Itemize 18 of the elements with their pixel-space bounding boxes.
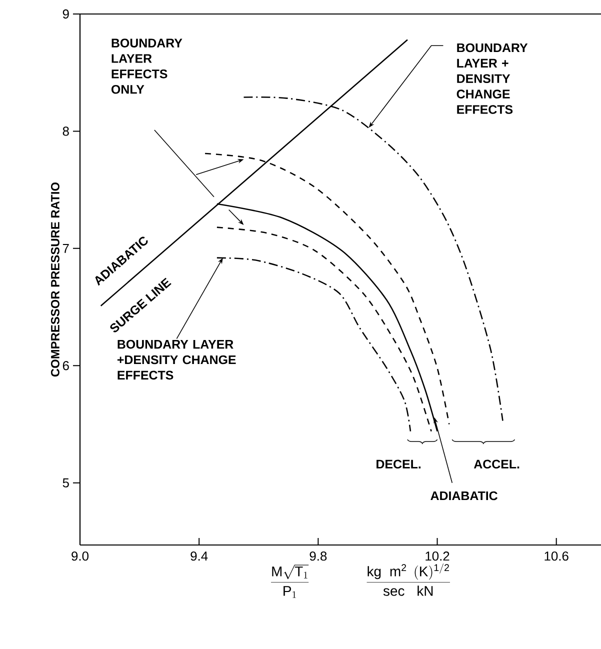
annotation: BOUNDARY LAYER EFFECTS ONLY <box>111 38 182 94</box>
annotation: ADIABATIC <box>430 491 498 500</box>
x-tick-label: 9.8 <box>310 552 327 561</box>
y-axis-title: COMPRESSOR PRESSURE RATIO <box>50 182 60 377</box>
x-tick-label: 10.2 <box>426 552 450 561</box>
x-tick-label: 9.4 <box>190 552 208 561</box>
y-tick-label: 6 <box>62 361 69 370</box>
y-tick-label: 9 <box>62 9 69 19</box>
annotation: BOUNDARY LAYER +DENSITY CHANGE EFFECTS <box>117 340 236 380</box>
y-tick-label: 8 <box>62 126 69 136</box>
annotation: DECEL. <box>376 460 421 469</box>
y-tick-label: 5 <box>62 478 69 488</box>
annotation: ACCEL. <box>474 460 520 469</box>
annotation: BOUNDARY LAYER + DENSITY CHANGE EFFECTS <box>456 43 528 114</box>
x-tick-label: 10.6 <box>544 552 568 561</box>
y-tick-label: 7 <box>62 244 69 253</box>
x-axis-title: $\frac{\mathrm{M}\sqrt{\mathrm{T}_1}}{\mathrm{P}_1}\qquad\qquad\frac{\mathrm{kg\;\;m^2\;\,(K)^{1/2}}}{\mathrm{sec\;\;\;kN}}$ <box>271 564 450 598</box>
x-tick-label: 9.0 <box>72 552 89 561</box>
